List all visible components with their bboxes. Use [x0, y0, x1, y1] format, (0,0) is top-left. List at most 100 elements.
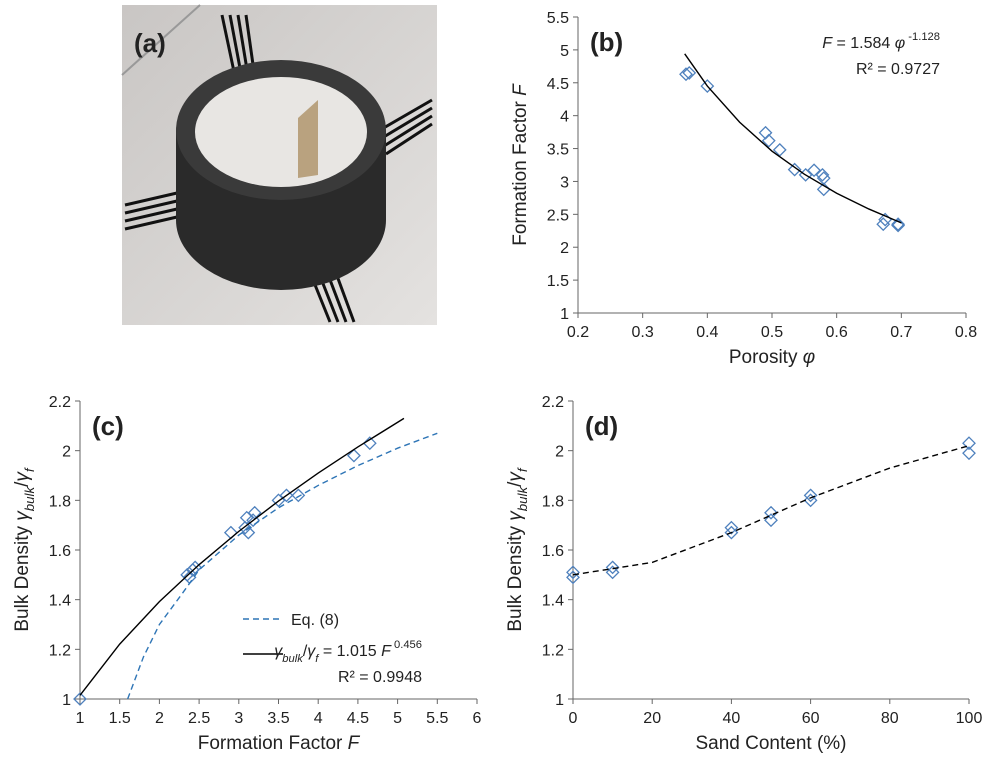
x-axis-label-part: Formation Factor [198, 733, 348, 754]
data-point [876, 217, 891, 232]
y-tick-label: 3.5 [547, 142, 569, 159]
y-axis-label-part: bulk [22, 486, 37, 512]
y-tick-label: 1.8 [542, 493, 564, 510]
annotation-part: / [303, 643, 308, 660]
y-axis-label-part: / [12, 481, 33, 487]
y-tick-label: 1.8 [49, 493, 71, 510]
fit-line [684, 53, 902, 224]
fit-line [572, 445, 970, 576]
y-tick-label: 1.2 [542, 642, 564, 659]
y-tick-label: 5 [560, 43, 569, 60]
y-tick-label: 4.5 [547, 76, 569, 93]
x-tick-label: 2 [155, 710, 164, 727]
y-tick-label: 5.5 [547, 10, 569, 27]
x-tick-label: 0.2 [567, 324, 589, 341]
y-axis-label-part: γ [12, 471, 33, 482]
y-axis-label-part: f [22, 467, 37, 472]
y-tick-label: 1 [555, 692, 564, 709]
data-point [700, 79, 715, 93]
y-axis-label-part: bulk [515, 486, 530, 512]
data-point [807, 163, 821, 178]
y-axis-label: Bulk Density γbulk/γf [12, 467, 37, 632]
annotation-part: 0.456 [391, 639, 422, 651]
y-axis-label-part: Bulk Density [505, 521, 526, 632]
x-axis-label: Sand Content (%) [695, 733, 846, 754]
x-tick-label: 3.5 [267, 710, 289, 727]
x-axis-label: Formation Factor F [198, 733, 361, 754]
y-tick-label: 1 [560, 306, 569, 323]
x-tick-label: 1 [76, 710, 85, 727]
x-tick-label: 5 [393, 710, 402, 727]
y-tick-label: 1.2 [49, 642, 71, 659]
data-point [566, 570, 580, 585]
data-point [679, 67, 693, 82]
annotation-part: bulk [282, 653, 304, 665]
x-tick-label: 2.5 [188, 710, 210, 727]
y-tick-label: 4 [560, 109, 569, 126]
data-point [962, 446, 976, 461]
fit-line [126, 432, 438, 700]
data-point [241, 525, 256, 540]
y-axis-label-part: F [510, 83, 531, 96]
panel-label: (d) [585, 411, 618, 441]
annotation: F = 1.584 φ -1.128 [822, 31, 940, 52]
x-tick-label: 4.5 [347, 710, 369, 727]
annotation-part: φ [895, 35, 905, 52]
y-tick-label: 3 [560, 174, 569, 191]
data-point [238, 520, 253, 535]
data-point [962, 436, 976, 451]
x-tick-label: 0.3 [632, 324, 654, 341]
x-tick-label: 0.4 [696, 324, 718, 341]
panel-label: (c) [92, 411, 124, 441]
y-tick-label: 2.5 [547, 207, 569, 224]
annotation-part: R² = 0.9948 [338, 669, 422, 686]
y-axis-label-part: f [515, 467, 530, 472]
photo: (a) [121, 4, 437, 325]
x-tick-label: 0.8 [955, 324, 977, 341]
y-tick-label: 2 [555, 444, 564, 461]
y-tick-label: 1 [62, 692, 71, 709]
data-point [758, 125, 773, 140]
y-axis-label: Bulk Density γbulk/γf [505, 467, 530, 632]
annotation-part: γ [274, 643, 283, 660]
data-point [803, 488, 818, 503]
x-tick-label: 1.5 [109, 710, 131, 727]
x-tick-label: 100 [956, 710, 983, 727]
x-tick-label: 80 [881, 710, 899, 727]
annotation-part: F [381, 643, 392, 660]
panel-label: (b) [590, 27, 623, 57]
data-point [764, 505, 778, 520]
x-axis-label-part: Sand Content (%) [695, 733, 846, 754]
y-tick-label: 1.6 [542, 543, 564, 560]
data-point [223, 525, 238, 540]
data-point [605, 560, 620, 575]
y-tick-label: 2 [62, 444, 71, 461]
panel-label: (a) [134, 28, 166, 58]
data-point [566, 565, 580, 580]
x-tick-label: 40 [723, 710, 741, 727]
data-point [891, 217, 906, 232]
fit-line [79, 417, 405, 696]
y-axis-label-part: Bulk Density [12, 521, 33, 632]
annotation-part: γ [307, 643, 316, 660]
data-point [803, 493, 818, 508]
y-axis-label-part: / [505, 481, 526, 487]
y-tick-label: 2 [560, 240, 569, 257]
y-axis-label-part: γ [505, 471, 526, 482]
data-point [347, 448, 361, 463]
data-point [291, 488, 306, 503]
y-axis-label-part: γ [12, 510, 33, 521]
y-tick-label: 1.6 [49, 543, 71, 560]
data-point [73, 692, 87, 706]
y-axis-label: Formation Factor F [510, 83, 531, 246]
data-point [761, 133, 776, 148]
data-point [682, 65, 697, 80]
y-tick-label: 2.2 [542, 394, 564, 411]
annotation: R² = 0.9948 [338, 669, 422, 686]
x-tick-label: 0.6 [826, 324, 848, 341]
x-tick-label: 0.5 [761, 324, 783, 341]
x-tick-label: 5.5 [426, 710, 448, 727]
annotation-part: f [315, 653, 320, 665]
data-point [891, 218, 906, 233]
